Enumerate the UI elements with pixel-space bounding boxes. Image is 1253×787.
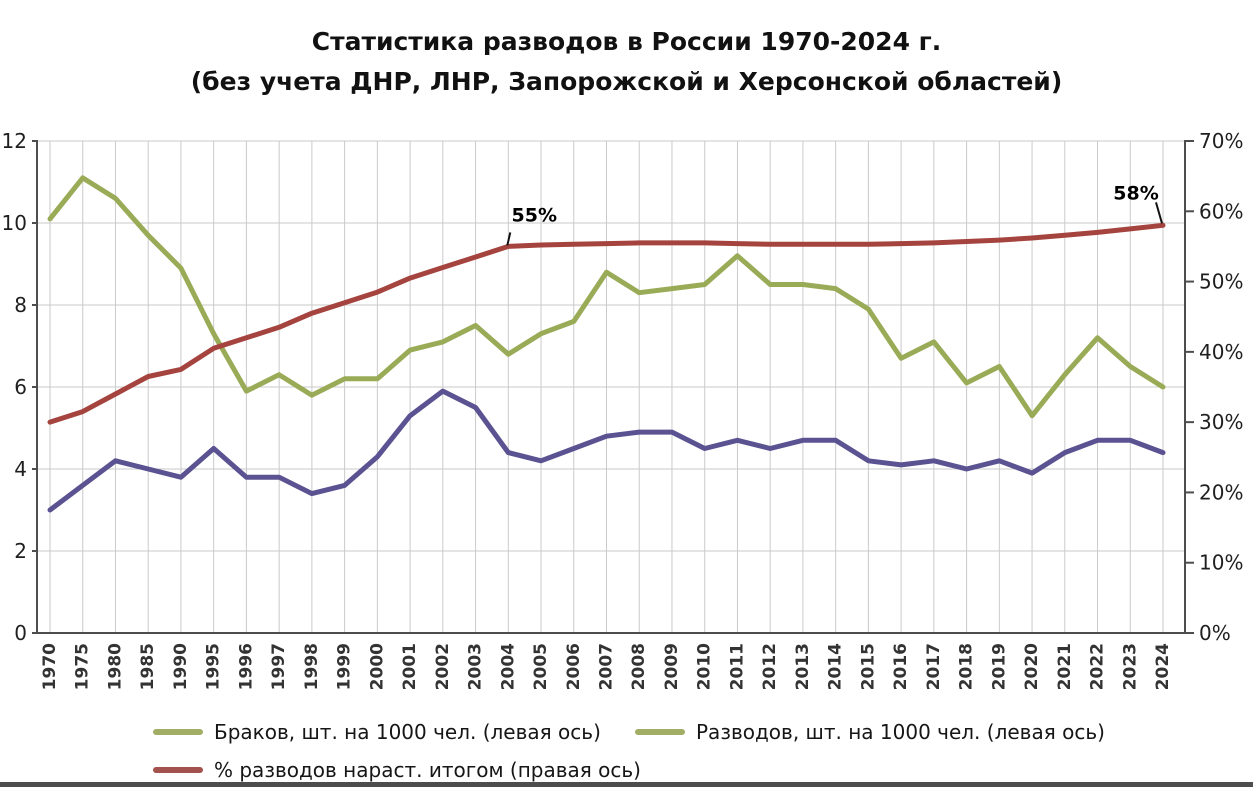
annotation-58%: 58% <box>1113 182 1163 224</box>
svg-text:4: 4 <box>14 457 27 481</box>
window-bottom-edge <box>0 782 1253 787</box>
svg-text:6: 6 <box>14 375 27 399</box>
svg-text:2012: 2012 <box>760 643 780 690</box>
svg-text:2010: 2010 <box>695 643 715 690</box>
axis-frame <box>32 140 1194 634</box>
svg-text:1975: 1975 <box>73 643 93 690</box>
svg-text:2006: 2006 <box>564 643 584 690</box>
series-line-1 <box>47 388 1166 513</box>
chart-title: Статистика разводов в России 1970-2024 г… <box>0 22 1253 102</box>
svg-text:2015: 2015 <box>858 643 878 690</box>
svg-text:2000: 2000 <box>367 643 387 690</box>
svg-text:2020: 2020 <box>1022 643 1042 690</box>
chart-title-line1: Статистика разводов в России 1970-2024 г… <box>311 27 942 56</box>
svg-text:70%: 70% <box>1199 129 1243 153</box>
legend-item-marriages: Браков, шт. на 1000 чел. (левая ось) <box>153 720 601 744</box>
svg-text:2014: 2014 <box>826 643 846 690</box>
svg-text:2017: 2017 <box>924 643 944 690</box>
divorce-pct-line-swatch-icon <box>153 767 203 773</box>
svg-text:1998: 1998 <box>302 643 322 690</box>
svg-text:12: 12 <box>2 129 27 153</box>
legend-label-divorce-pct: % разводов нараст. итогом (правая ось) <box>214 758 641 782</box>
svg-text:0: 0 <box>14 621 27 645</box>
svg-text:2009: 2009 <box>662 643 682 690</box>
svg-text:1995: 1995 <box>204 643 224 690</box>
svg-text:2007: 2007 <box>597 643 617 690</box>
svg-text:10%: 10% <box>1199 551 1243 575</box>
svg-text:1999: 1999 <box>335 643 355 690</box>
svg-text:8: 8 <box>14 293 27 317</box>
annotation-55%: 55% <box>506 204 557 246</box>
svg-text:2019: 2019 <box>989 643 1009 690</box>
svg-text:2023: 2023 <box>1120 643 1140 690</box>
series-line-2 <box>47 222 1166 425</box>
legend-item-divorces: Разводов, шт. на 1000 чел. (левая ось) <box>635 720 1105 744</box>
svg-text:58%: 58% <box>1113 182 1158 204</box>
svg-text:50%: 50% <box>1199 270 1243 294</box>
legend-label-divorces: Разводов, шт. на 1000 чел. (левая ось) <box>696 720 1105 744</box>
divorces-line-swatch-icon <box>635 729 685 735</box>
svg-text:1970: 1970 <box>40 643 60 690</box>
svg-text:10: 10 <box>2 211 27 235</box>
svg-text:0%: 0% <box>1199 621 1231 645</box>
svg-text:2004: 2004 <box>498 643 518 690</box>
right-axis-tick-labels: 0% 10% 20% 30% 40% 50% 60% 70% <box>1199 129 1243 645</box>
svg-text:1985: 1985 <box>138 643 158 690</box>
svg-text:2002: 2002 <box>433 643 453 690</box>
svg-text:40%: 40% <box>1199 340 1243 364</box>
legend-item-divorce-pct: % разводов нараст. итогом (правая ось) <box>153 758 641 782</box>
series-line-0 <box>47 175 1166 419</box>
svg-text:55%: 55% <box>512 204 557 226</box>
svg-text:2005: 2005 <box>531 643 551 690</box>
svg-text:2018: 2018 <box>957 643 977 690</box>
svg-text:60%: 60% <box>1199 199 1243 223</box>
svg-text:1990: 1990 <box>171 643 191 690</box>
svg-text:1980: 1980 <box>105 643 125 690</box>
svg-text:2024: 2024 <box>1153 643 1173 690</box>
svg-text:20%: 20% <box>1199 480 1243 504</box>
svg-text:2001: 2001 <box>400 643 420 690</box>
svg-text:1996: 1996 <box>236 643 256 690</box>
svg-text:2008: 2008 <box>629 643 649 690</box>
svg-text:2013: 2013 <box>793 643 813 690</box>
svg-text:30%: 30% <box>1199 410 1243 434</box>
svg-text:2: 2 <box>14 539 27 563</box>
svg-text:2021: 2021 <box>1055 643 1075 690</box>
left-axis-tick-labels: 0 2 4 6 8 10 12 <box>2 129 27 645</box>
svg-text:1997: 1997 <box>269 643 289 690</box>
svg-text:2022: 2022 <box>1088 643 1108 690</box>
marriages-line-swatch-icon <box>153 729 203 735</box>
legend-label-marriages: Браков, шт. на 1000 чел. (левая ось) <box>214 720 601 744</box>
x-axis-tick-labels: 1970 1975 1980 1985 1990 1995 1996 1997 1998 1999… <box>40 643 1173 690</box>
svg-text:2016: 2016 <box>891 643 911 690</box>
chart-title-line2: (без учета ДНР, ЛНР, Запорожской и Херсо… <box>190 67 1063 96</box>
svg-text:2003: 2003 <box>466 643 486 690</box>
svg-text:2011: 2011 <box>727 643 747 690</box>
